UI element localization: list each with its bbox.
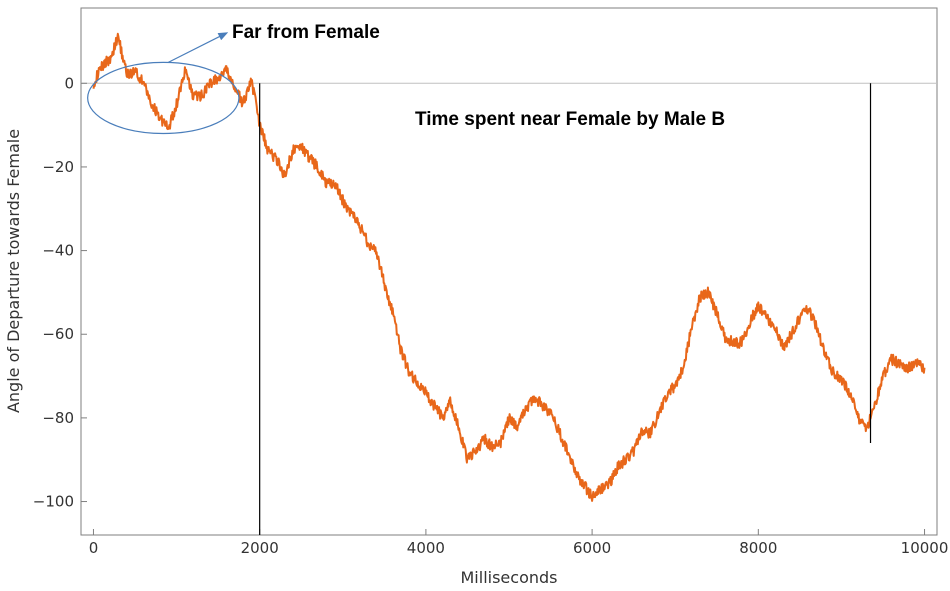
annotation-far-from-female: Far from Female [232,22,380,43]
x-tick-label: 8000 [739,539,777,557]
series-line [92,32,926,502]
x-tick-label: 6000 [573,539,611,557]
y-tick-label: −40 [42,242,74,260]
y-tick-label: −20 [42,158,74,176]
x-tick-label: 10000 [901,539,949,557]
y-tick-label: −100 [33,493,74,511]
y-axis-title: Angle of Departure towards Female [4,129,23,413]
x-tick-label: 0 [89,539,99,557]
y-tick-label: −80 [42,409,74,427]
annotation-time-near-female: Time spent near Female by Male B [415,109,725,130]
x-tick-label: 2000 [241,539,279,557]
x-axis-title: Milliseconds [461,568,558,587]
y-tick-label: 0 [64,74,74,92]
vertical-markers [259,83,872,535]
x-tick-label: 4000 [407,539,445,557]
plot-area-frame [80,7,938,536]
y-axis-ticks: 0 −20 −40 −60 −80 −100 [33,74,87,511]
highlight-ellipse [87,61,240,135]
y-tick-label: −60 [42,325,74,343]
callout-arrow [167,32,229,63]
x-axis-ticks: 0 2000 4000 6000 8000 10000 [89,529,949,557]
